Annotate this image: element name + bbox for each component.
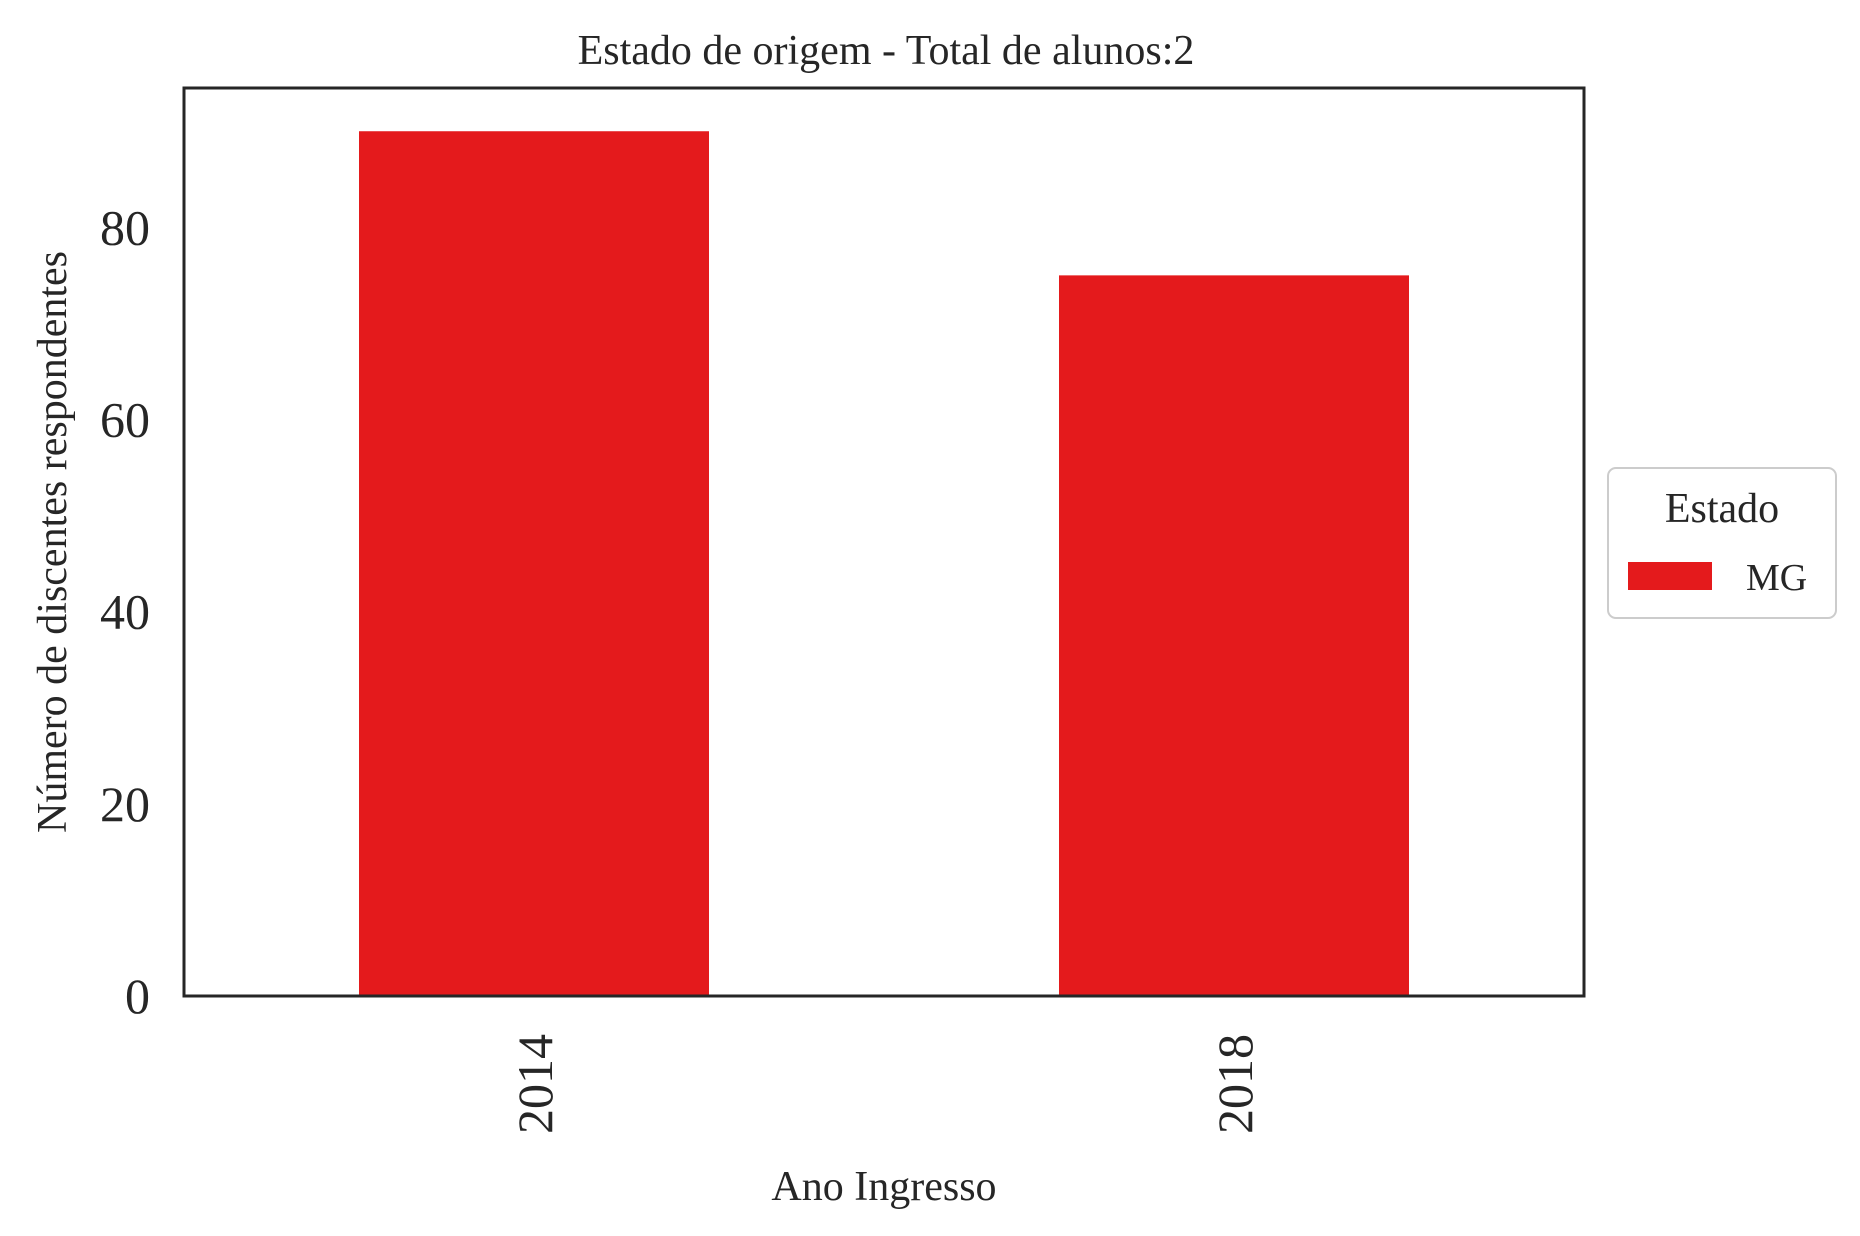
legend-title: Estado [1665, 486, 1779, 532]
legend: Estado MG [1607, 467, 1837, 619]
legend-label-mg: MG [1746, 557, 1807, 599]
x-axis-label: Ano Ingresso [771, 1164, 996, 1210]
y-tick-label: 20 [100, 776, 150, 832]
bars-layer [359, 131, 1409, 996]
x-axis-ticks: 2014 2018 [507, 1034, 1263, 1134]
bar-2014 [359, 131, 709, 996]
legend-swatch [1628, 562, 1712, 590]
x-tick-label: 2014 [507, 1034, 563, 1134]
y-tick-label: 60 [100, 391, 150, 447]
y-axis-ticks: 0 20 40 60 80 [100, 199, 150, 1024]
y-tick-label: 0 [125, 968, 150, 1024]
x-tick-label: 2018 [1207, 1034, 1263, 1134]
y-tick-label: 80 [100, 199, 150, 255]
y-tick-label: 40 [100, 584, 150, 640]
chart-title: Estado de origem - Total de alunos:2 [578, 28, 1195, 74]
plot-frame [182, 86, 1586, 998]
bar-2018 [1059, 275, 1409, 996]
y-axis-label: Número de discentes respondentes [30, 251, 76, 833]
